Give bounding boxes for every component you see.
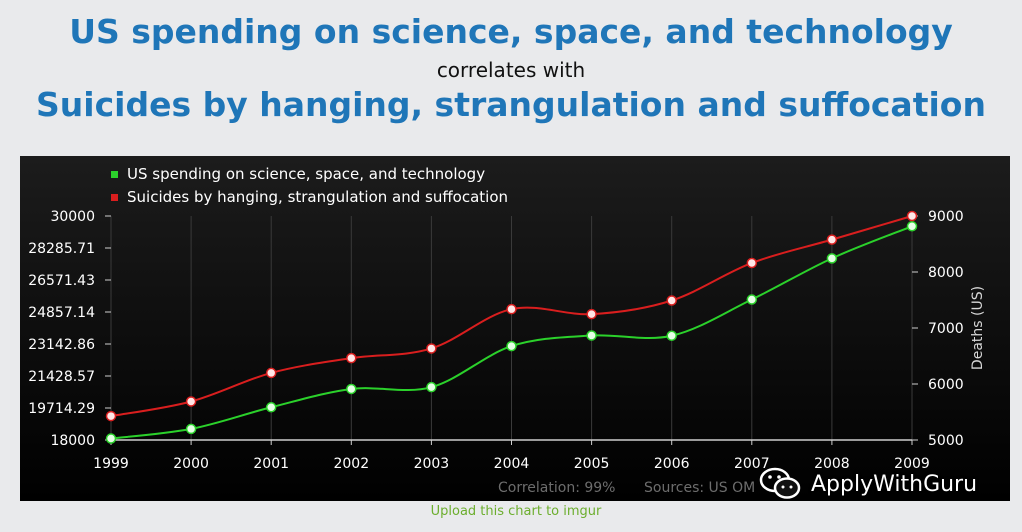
x-tick-label: 2004 [494,456,530,472]
upload-chart-link[interactable]: Upload this chart to imgur [430,504,602,519]
data-point [185,423,197,435]
x-tick-label: 2001 [253,456,289,472]
x-tick-label: 2005 [574,456,610,472]
left-tick-label: 19714.29 [28,401,95,417]
grid-lines [110,216,913,440]
wechat-icon [759,467,801,499]
data-point [346,352,357,364]
data-point [746,294,758,305]
data-point [346,383,357,395]
data-point [105,433,117,444]
data-point [506,303,517,315]
x-tick-label: 2009 [894,456,930,472]
data-point [265,367,277,379]
chart-title-secondary: Suicides by hanging, strangulation and s… [36,85,986,124]
left-tick-label: 24857.14 [28,305,95,321]
x-tick-label: 2007 [734,456,770,472]
data-point [746,257,758,269]
right-axis-label: Deaths (US) [970,286,986,370]
data-point [906,221,918,232]
data-point [426,343,437,354]
correlation-label: Correlation: 99% [498,480,615,496]
legend-swatch [111,171,118,178]
left-tick-label: 21428.57 [28,369,95,385]
left-tick-label: 26571.43 [28,273,95,289]
right-tick-label: 9000 [928,209,964,225]
right-tick-label: 8000 [928,265,964,281]
x-tick-label: 2000 [173,456,209,472]
x-tick-label: 2003 [414,456,450,472]
chart-title: US spending on science, space, and techn… [69,12,953,51]
x-tick-label: 2002 [333,456,369,472]
data-point [586,330,597,341]
data-point [666,295,677,306]
left-tick-label: 23142.86 [28,337,95,353]
right-tick-label: 5000 [928,433,964,449]
x-tick-label: 1999 [93,456,129,472]
data-point [826,234,838,245]
axes: 1999 2000 2001 2002 2003 2004 2005 2006 2007 2008… [28,209,986,472]
data-point [666,330,677,342]
left-tick-label: 30000 [50,209,95,225]
legend: US spending on science, space, and techn… [111,165,508,206]
data-point [586,308,597,320]
right-tick-label: 6000 [928,377,964,393]
legend-swatch [111,194,118,201]
x-tick-label: 2006 [654,456,690,472]
data-point [265,402,277,413]
data-point [105,410,117,422]
left-tick-label: 28285.71 [28,241,95,257]
x-tick-label: 2008 [814,456,850,472]
right-tick-label: 7000 [928,321,964,337]
left-tick-label: 18000 [50,433,95,449]
sources-label: Sources: US OM [644,480,755,496]
watermark-text: ApplyWithGuru [811,471,978,497]
legend-label: US spending on science, space, and techn… [127,165,485,183]
chart-background [20,156,1010,501]
series-lines [105,210,918,444]
data-point [826,253,838,264]
correlation-chart: 1999 2000 2001 2002 2003 2004 2005 2006 2007 2008… [20,156,1010,501]
watermark-logo: ApplyWithGuru [759,466,977,502]
chart-subtitle-connector: correlates with [436,58,586,82]
data-point [506,340,517,352]
data-point [426,381,437,393]
data-point [906,210,918,222]
legend-label: Suicides by hanging, strangulation and s… [127,188,508,206]
data-point [185,396,197,407]
